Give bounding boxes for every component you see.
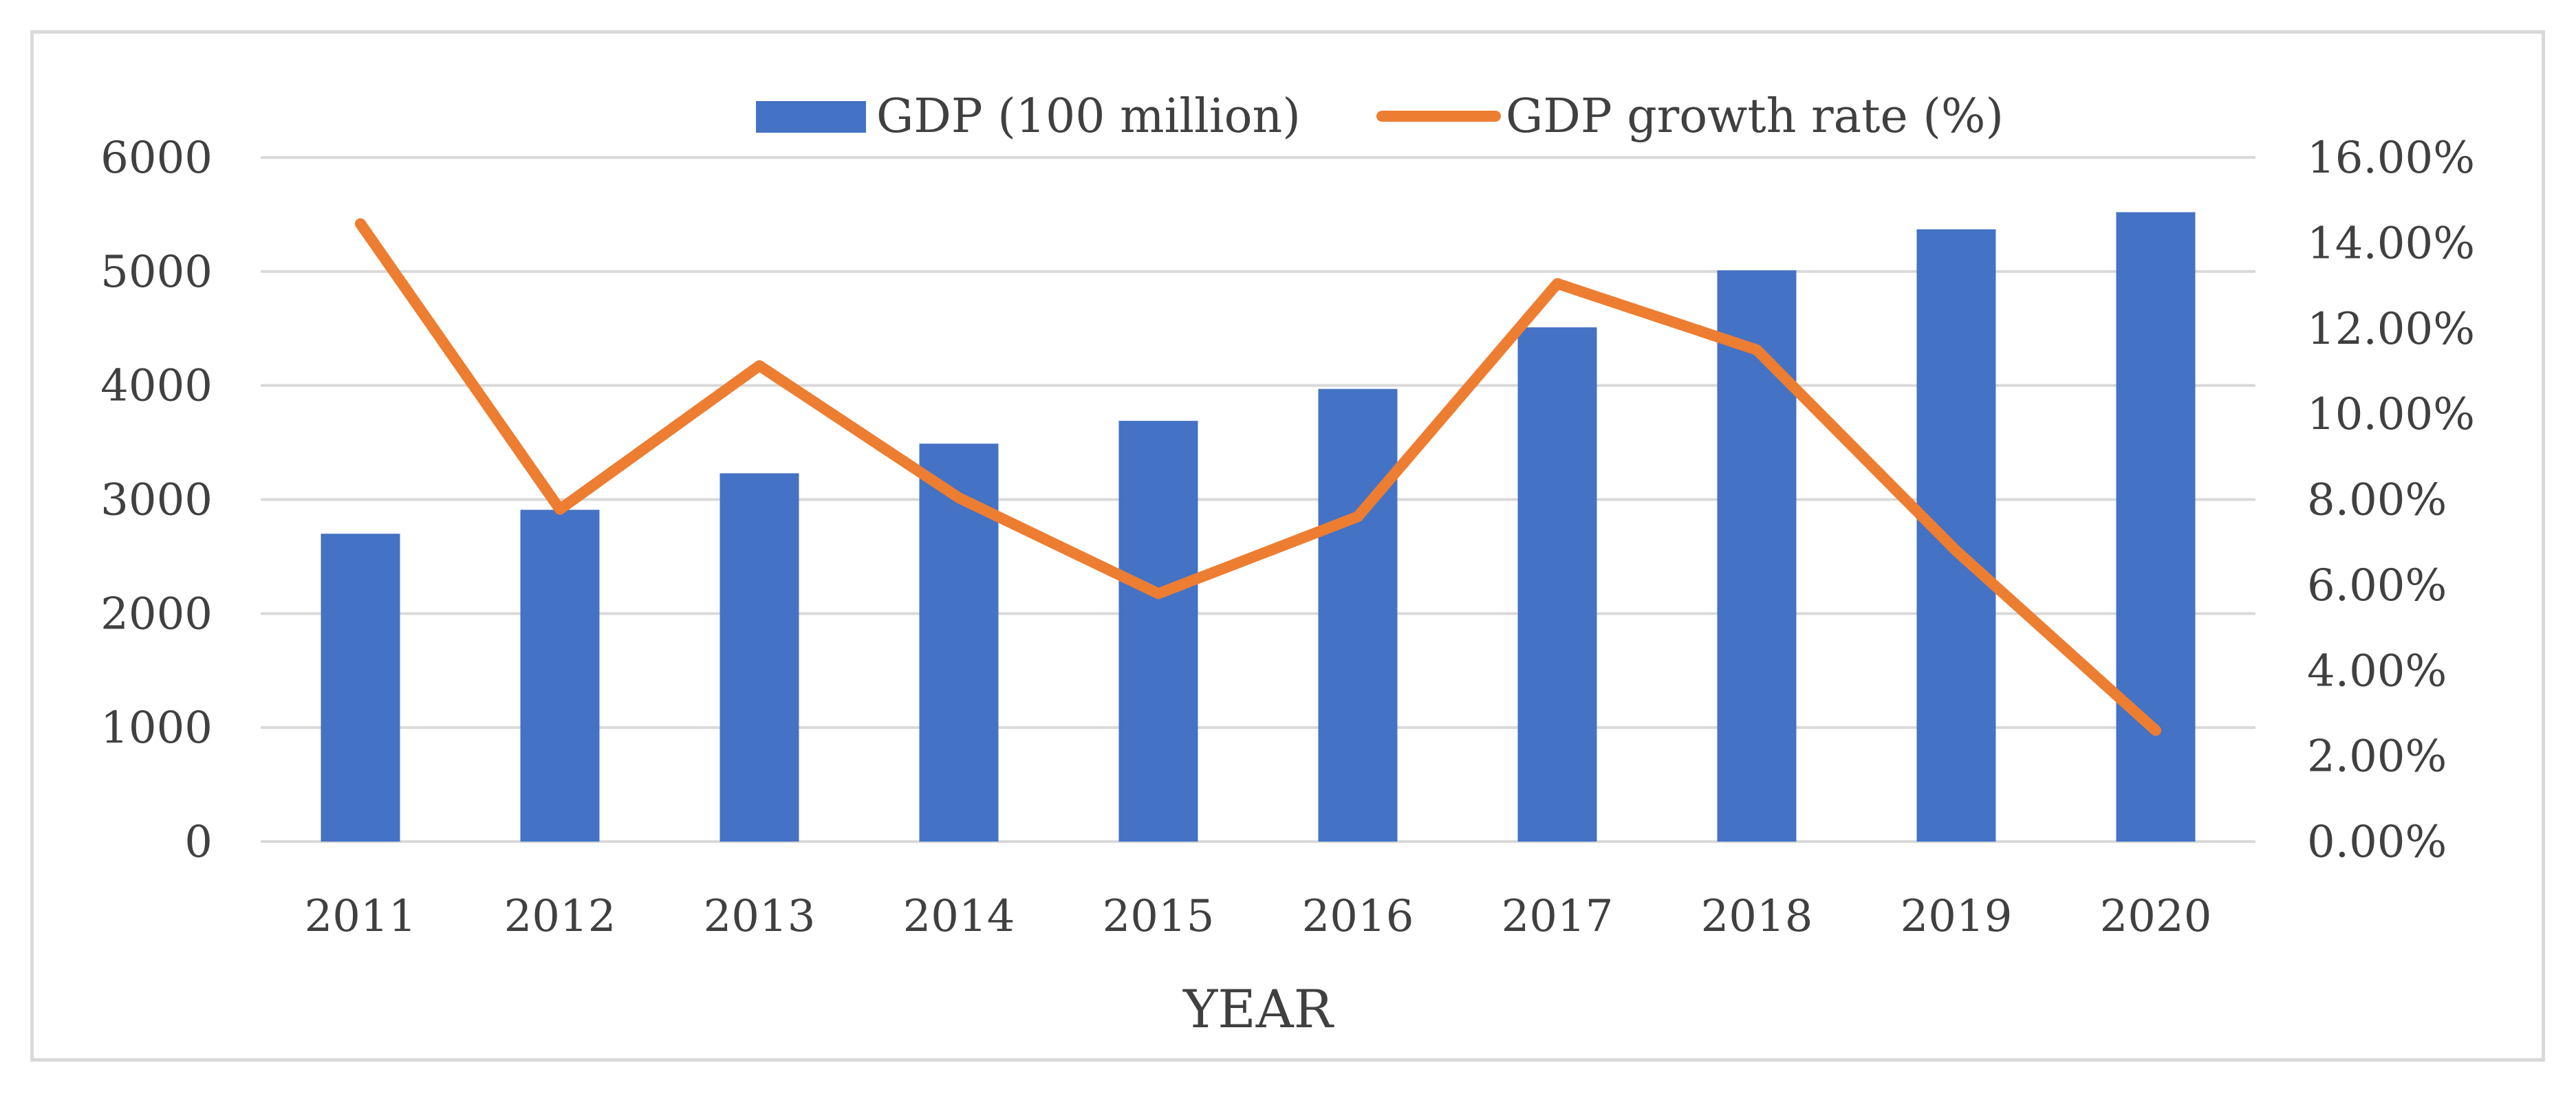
- right-axis-tick-label: 14.00%: [2307, 218, 2475, 269]
- x-axis-tick-label: 2019: [1901, 891, 2013, 942]
- bar: [1318, 388, 1398, 842]
- x-axis-tick-label: 2016: [1302, 891, 1414, 942]
- right-axis-tick-label: 4.00%: [2307, 646, 2447, 697]
- right-axis-ticks: 0.00% 2.00% 4.00% 6.00% 8.00% 10.00% 12.00% 14.…: [2307, 133, 2475, 868]
- x-axis-ticks: 2011 2012 2013 2014 2015 2016 2017 2018 2019 2020: [305, 891, 2212, 942]
- x-axis-tick-label: 2014: [903, 891, 1015, 942]
- bar: [1517, 327, 1597, 842]
- line-series: [355, 218, 2161, 736]
- x-axis-title: YEAR: [1182, 978, 1335, 1040]
- growth-rate-point: [1756, 349, 1757, 351]
- x-axis-tick-label: 2012: [504, 891, 616, 942]
- left-axis-tick-label: 6000: [100, 133, 213, 184]
- growth-rate-point: [759, 364, 760, 366]
- x-axis-tick-label: 2020: [2100, 891, 2212, 942]
- right-axis-tick-label: 16.00%: [2307, 133, 2475, 184]
- right-axis-tick-label: 6.00%: [2307, 560, 2447, 611]
- growth-rate-point: [1956, 550, 1957, 552]
- left-axis-tick-label: 1000: [100, 703, 213, 754]
- growth-rate-point: [2155, 730, 2156, 732]
- growth-rate-point: [958, 497, 960, 499]
- bar: [1118, 421, 1198, 842]
- x-axis-tick-label: 2018: [1701, 891, 1813, 942]
- bar: [719, 473, 799, 842]
- bar: [520, 509, 600, 842]
- growth-rate-point: [1158, 593, 1159, 595]
- x-axis-tick-label: 2017: [1502, 891, 1614, 942]
- legend: GDP (100 million) GDP growth rate (%): [756, 89, 2004, 144]
- bar: [321, 534, 400, 842]
- left-axis-tick-label: 5000: [100, 247, 213, 298]
- bar: [1916, 229, 1996, 842]
- chart-frame: 0 1000 2000 3000 4000 5000 6000 0.00% 2.00% 4.00…: [30, 30, 2545, 1062]
- growth-rate-point: [559, 508, 561, 510]
- right-axis-tick-label: 8.00%: [2307, 475, 2447, 526]
- x-axis-tick-label: 2011: [305, 891, 417, 942]
- legend-bar-swatch: [756, 101, 866, 133]
- x-axis-tick-label: 2013: [704, 891, 816, 942]
- bar-series: [321, 212, 2196, 842]
- legend-line-label: GDP growth rate (%): [1506, 89, 2004, 144]
- right-axis-tick-label: 10.00%: [2307, 389, 2475, 440]
- right-axis-tick-label: 2.00%: [2307, 732, 2447, 782]
- left-axis-tick-label: 0: [184, 817, 213, 868]
- growth-rate-point: [1357, 516, 1359, 518]
- growth-rate-point: [360, 223, 361, 225]
- left-axis-tick-label: 3000: [100, 475, 213, 526]
- left-axis-ticks: 0 1000 2000 3000 4000 5000 6000: [100, 133, 213, 868]
- growth-rate-point: [1557, 283, 1558, 285]
- left-axis-tick-label: 4000: [100, 361, 213, 412]
- left-axis-tick-label: 2000: [100, 589, 213, 639]
- right-axis-tick-label: 12.00%: [2307, 304, 2475, 355]
- combo-chart: 0 1000 2000 3000 4000 5000 6000 0.00% 2.00% 4.00…: [100, 89, 2475, 1040]
- bar: [1717, 270, 1797, 842]
- growth-rate-line: [355, 218, 2161, 736]
- right-axis-tick-label: 0.00%: [2307, 817, 2447, 868]
- x-axis-tick-label: 2015: [1103, 891, 1215, 942]
- bar: [2116, 212, 2196, 842]
- legend-bar-label: GDP (100 million): [876, 89, 1301, 144]
